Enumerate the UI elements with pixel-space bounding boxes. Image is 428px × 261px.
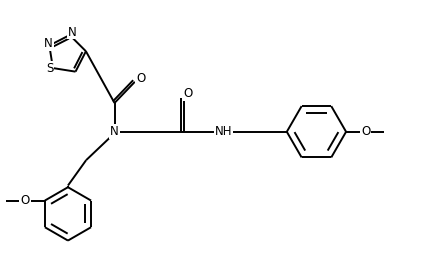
Text: S: S <box>46 62 54 75</box>
Text: N: N <box>68 26 76 39</box>
Text: NH: NH <box>214 125 232 138</box>
Text: O: O <box>136 72 146 85</box>
Text: N: N <box>44 37 53 50</box>
Text: O: O <box>361 125 370 138</box>
Text: O: O <box>21 194 30 207</box>
Text: N: N <box>110 125 119 138</box>
Text: O: O <box>183 87 192 100</box>
